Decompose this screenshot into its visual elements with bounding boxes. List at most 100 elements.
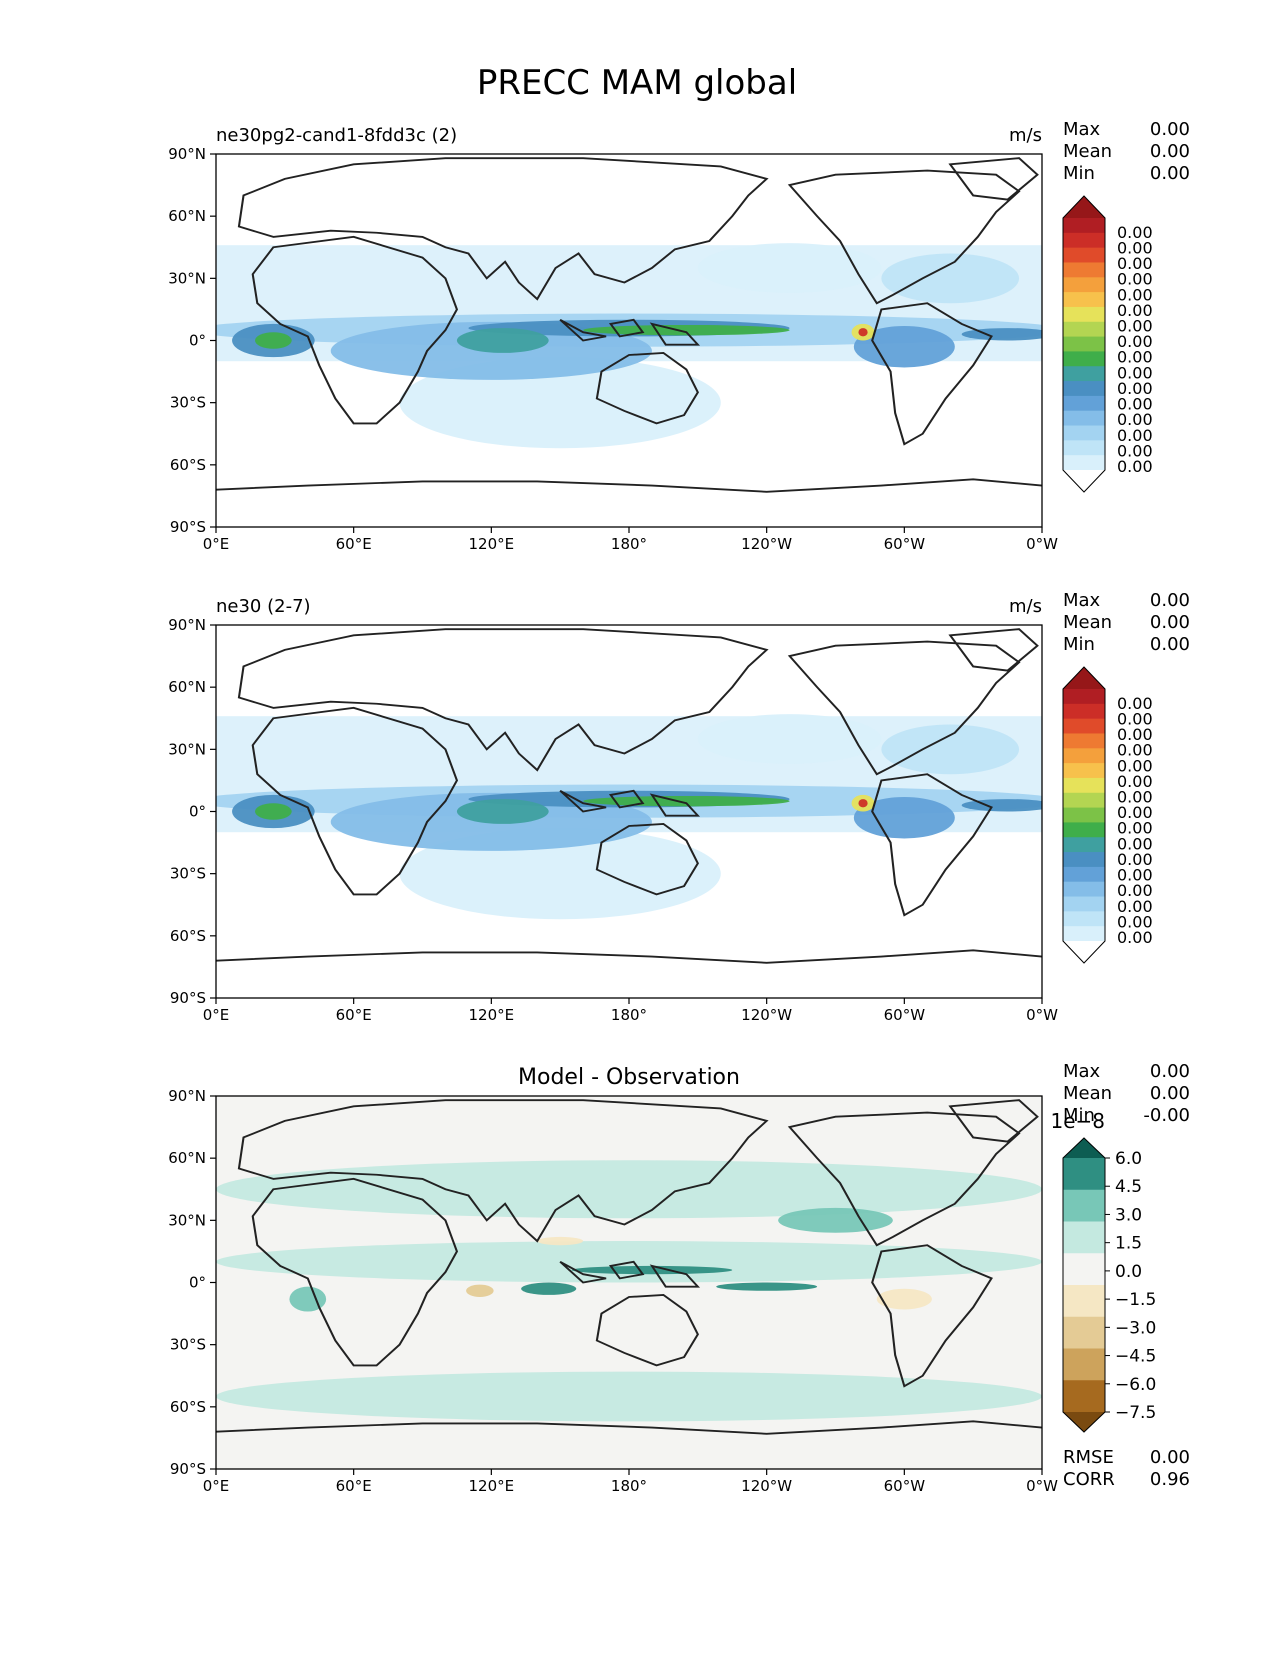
x-tick-label: 0°W xyxy=(1026,1477,1058,1495)
colorbar-tick-label: 0.00 xyxy=(1117,834,1153,853)
x-tick-label: 120°E xyxy=(469,1477,515,1495)
x-tick-label: 180° xyxy=(611,1006,647,1024)
colorbar-tick-label: 0.00 xyxy=(1117,426,1153,445)
colorbar-tick-label: 0.00 xyxy=(1117,238,1153,257)
colorbar-tick-label: 0.00 xyxy=(1117,772,1153,791)
field-region xyxy=(858,799,868,808)
y-tick-label: 0° xyxy=(189,332,206,350)
stat-label-max: Max xyxy=(1063,119,1101,140)
colorbar-tick-label: 0.00 xyxy=(1117,756,1153,775)
colorbar-tick-label: 0.00 xyxy=(1117,928,1153,947)
colorbar-tick-label: 0.00 xyxy=(1117,881,1153,900)
colorbar-segment xyxy=(1063,896,1105,912)
x-tick-label: 0°W xyxy=(1026,535,1058,553)
y-tick-label: 60°S xyxy=(170,1398,206,1416)
colorbar-segment xyxy=(1063,440,1105,456)
stat-value-mean: 0.00 xyxy=(1150,612,1190,633)
colorbar-tick-label: 0.00 xyxy=(1117,254,1153,273)
stat-label-max: Max xyxy=(1063,590,1101,611)
colorbar-extend-bottom xyxy=(1063,1412,1105,1432)
colorbar-tick-label: 0.00 xyxy=(1117,223,1153,242)
y-tick-label: 30°S xyxy=(170,865,206,883)
x-tick-label: 60°W xyxy=(884,535,926,553)
stat-label-corr: CORR xyxy=(1063,1469,1115,1490)
y-tick-label: 90°N xyxy=(168,145,206,163)
field-region xyxy=(255,803,292,820)
colorbar-segment xyxy=(1063,837,1105,853)
stat-value-corr: 0.96 xyxy=(1150,1469,1190,1490)
colorbar-segment xyxy=(1063,763,1105,779)
colorbar: 6.0 4.5 3.0 1.5 0.0 −1.5 −3.0 −4.5 −6.0 −7.5 1e−8 xyxy=(1050,1109,1156,1433)
y-tick-label: 30°N xyxy=(168,1211,206,1229)
y-tick-label: 30°S xyxy=(170,394,206,412)
field-region xyxy=(466,1284,494,1298)
y-tick-label: 60°N xyxy=(168,678,206,696)
x-tick-label: 120°E xyxy=(469,535,515,553)
colorbar-segment xyxy=(1063,1253,1105,1286)
colorbar-tick-label: 0.00 xyxy=(1117,788,1153,807)
stat-label-mean: Mean xyxy=(1063,141,1112,162)
colorbar-segment xyxy=(1063,1285,1105,1318)
colorbar-segment xyxy=(1063,733,1105,749)
panel-title: ne30pg2-cand1-8fdd3c (2) xyxy=(216,125,457,146)
x-tick-label: 0°W xyxy=(1026,1006,1058,1024)
colorbar-segment xyxy=(1063,822,1105,838)
field-region xyxy=(521,1282,577,1295)
stat-label-min: Min xyxy=(1063,1105,1095,1126)
colorbar-tick-label: 0.00 xyxy=(1117,379,1153,398)
y-tick-label: 0° xyxy=(189,1274,206,1292)
colorbar-extend-bottom xyxy=(1063,470,1105,492)
colorbar-tick-label: 0.00 xyxy=(1117,270,1153,289)
colorbar-segment xyxy=(1063,262,1105,278)
figure-title: PRECC MAM global xyxy=(477,63,797,103)
field-region xyxy=(697,714,882,764)
field-region xyxy=(216,1371,1042,1422)
colorbar-tick-label: −6.0 xyxy=(1115,1375,1156,1395)
x-tick-label: 180° xyxy=(611,1477,647,1495)
y-tick-label: 60°N xyxy=(168,1149,206,1167)
colorbar-tick-label: 0.00 xyxy=(1117,850,1153,869)
colorbar-segment xyxy=(1063,1380,1105,1413)
colorbar-segment xyxy=(1063,689,1105,705)
colorbar-tick-label: −1.5 xyxy=(1115,1290,1156,1310)
colorbar-segment xyxy=(1063,351,1105,367)
panel-units: m/s xyxy=(1009,125,1042,146)
colorbar-extend-top xyxy=(1063,1138,1105,1158)
colorbar-segment xyxy=(1063,748,1105,764)
colorbar-tick-label: −3.0 xyxy=(1115,1318,1156,1338)
colorbar-tick-label: 0.00 xyxy=(1117,866,1153,885)
colorbar-tick-label: 3.0 xyxy=(1115,1205,1142,1225)
x-tick-label: 180° xyxy=(611,535,647,553)
colorbar-segment xyxy=(1063,792,1105,809)
colorbar: 0.000.000.000.000.000.000.000.000.000.00… xyxy=(1062,666,1153,964)
colorbar-tick-label: −4.5 xyxy=(1115,1347,1156,1367)
stat-label-rmse: RMSE xyxy=(1063,1447,1114,1468)
colorbar-tick-label: 0.00 xyxy=(1117,285,1153,304)
x-tick-label: 60°W xyxy=(884,1477,926,1495)
map-field xyxy=(216,714,1042,920)
colorbar-segment xyxy=(1063,911,1105,927)
colorbar-tick-label: 0.00 xyxy=(1117,725,1153,744)
map-field xyxy=(216,243,1042,449)
colorbar-outline xyxy=(1062,666,1106,964)
colorbar-segment xyxy=(1063,1189,1105,1222)
x-tick-label: 60°E xyxy=(336,1006,372,1024)
x-tick-label: 120°W xyxy=(741,1477,792,1495)
colorbar-tick-label: 0.00 xyxy=(1117,395,1153,414)
colorbar: 0.000.000.000.000.000.000.000.000.000.00… xyxy=(1062,195,1153,493)
colorbar-tick-label: 1.5 xyxy=(1115,1234,1142,1254)
colorbar-segment xyxy=(1063,321,1105,338)
field-region xyxy=(456,799,549,824)
colorbar-segment xyxy=(1063,336,1105,352)
x-tick-label: 120°W xyxy=(741,1006,792,1024)
x-tick-label: 0°E xyxy=(203,1477,230,1495)
field-region xyxy=(216,1160,1042,1219)
colorbar-segment xyxy=(1063,777,1105,794)
y-tick-label: 90°N xyxy=(168,616,206,634)
colorbar-tick-label: 0.00 xyxy=(1117,410,1153,429)
field-region xyxy=(778,1207,893,1233)
colorbar-tick-label: 0.00 xyxy=(1117,457,1153,476)
field-region xyxy=(876,1288,932,1310)
colorbar-segment xyxy=(1063,292,1105,308)
colorbar-segment xyxy=(1063,1348,1105,1381)
